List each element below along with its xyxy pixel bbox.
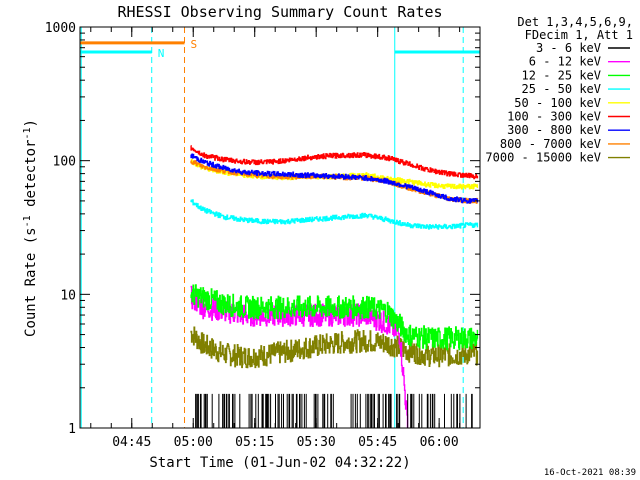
x-tick-label-0: 04:45 <box>112 435 151 450</box>
legend-label-5: 100 - 300 keV <box>507 110 601 124</box>
y-axis-label-end: ) <box>23 119 39 127</box>
series-lines <box>190 145 479 428</box>
y-tick-label-2: 100 <box>53 155 76 170</box>
plot-frame <box>79 26 481 429</box>
x-tick-label-4: 05:45 <box>358 435 397 450</box>
annotation-label-N: N <box>158 47 165 60</box>
series-line-7000-15000keV <box>190 326 479 369</box>
legend-label-3: 25 - 50 keV <box>522 82 601 96</box>
legend-label-6: 300 - 800 keV <box>507 123 601 137</box>
vertical-markers <box>80 27 464 428</box>
y-axis-label: Count Rate (s-1 detector-1) <box>22 119 39 337</box>
footer-timestamp: 16-Oct-2021 08:39 <box>544 468 636 478</box>
y-tick-label-0: 1 <box>68 422 76 437</box>
legend-header-line-1: Det 1,3,4,5,6,9, <box>517 15 633 29</box>
series-line-100-300keV <box>190 145 479 180</box>
series-line-300-800keV <box>190 153 479 204</box>
series-line-25-50keV <box>190 199 479 230</box>
series-line-3-6-keV <box>195 393 473 428</box>
annotation-bars: NS <box>80 38 480 60</box>
y-axis-label-main: Count Rate (s <box>23 227 39 337</box>
series-line-12-25keV <box>190 284 479 351</box>
y-tick-label-1: 10 <box>60 288 76 303</box>
legend-label-1: 6 - 12 keV <box>529 55 601 69</box>
y-axis-ticks: 1 10 100 1000 <box>45 21 480 437</box>
legend-label-7: 800 - 7000 keV <box>500 137 601 151</box>
legend-label-0: 3 - 6 keV <box>536 41 601 55</box>
y-axis-label-tail: detector <box>23 140 39 216</box>
x-tick-label-1: 05:00 <box>174 435 213 450</box>
legend-label-4: 50 - 100 keV <box>514 96 601 110</box>
legend-header-line-2: FDecim 1, Att 1 <box>525 28 633 42</box>
annotation-label-S: S <box>191 38 198 51</box>
y-axis-label-sup2: -1 <box>22 127 33 139</box>
y-axis-label-sup: -1 <box>22 215 33 227</box>
x-tick-label-5: 06:00 <box>420 435 459 450</box>
x-axis-ticks: 04:45 05:00 05:15 05:30 05:45 06:00 <box>90 27 461 450</box>
x-tick-label-2: 05:15 <box>235 435 274 450</box>
legend-label-2: 12 - 25 keV <box>522 68 601 82</box>
legend: Det 1,3,4,5,6,9, FDecim 1, Att 1 3 - 6 k… <box>485 15 633 165</box>
y-tick-label-3: 1000 <box>45 21 76 36</box>
x-axis-label: Start Time (01-Jun-02 04:32:22) <box>149 455 410 471</box>
legend-label-8: 7000 - 15000 keV <box>485 151 601 165</box>
chart-title: RHESSI Observing Summary Count Rates <box>117 3 442 21</box>
x-tick-label-3: 05:30 <box>297 435 336 450</box>
